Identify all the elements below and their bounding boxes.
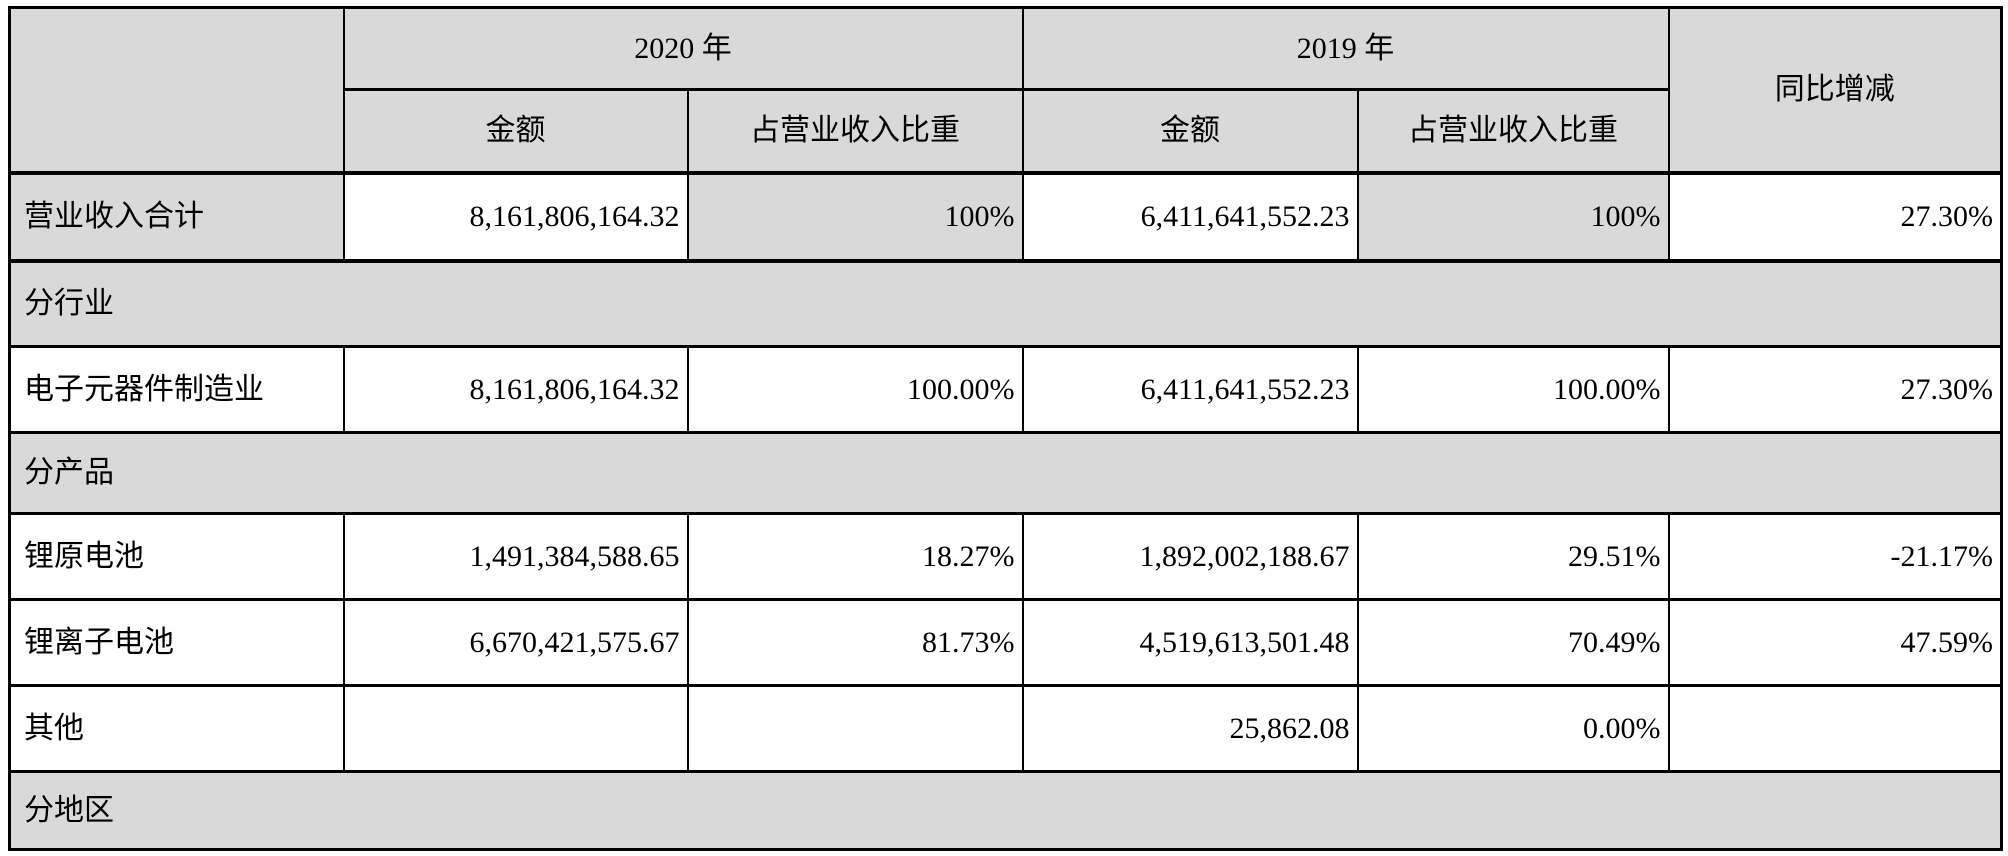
table-row-lithium-ion-battery: 锂离子电池 6,670,421,575.67 81.73% 4,519,613,… xyxy=(8,598,2003,687)
share-2019-cell: 29.51% xyxy=(1356,512,1670,601)
amount-2020-cell: 8,161,806,164.32 xyxy=(342,345,689,434)
amount-2019-cell: 6,411,641,552.23 xyxy=(1021,345,1359,434)
year-2019-header: 2019 年 xyxy=(1021,6,1670,91)
share-2020-cell xyxy=(686,684,1024,773)
share-2020-cell: 100.00% xyxy=(686,345,1024,434)
yoy-cell: 47.59% xyxy=(1667,598,2003,687)
table-row-total-revenue: 营业收入合计 8,161,806,164.32 100% 6,411,641,5… xyxy=(8,171,2003,263)
section-row-by-region: 分地区 xyxy=(8,770,2003,851)
corner-empty-cell xyxy=(8,6,345,175)
yoy-cell: 27.30% xyxy=(1667,345,2003,434)
amount-2020-header: 金额 xyxy=(342,88,689,175)
header-row-metrics: 金额 占营业收入比重 金额 占营业收入比重 xyxy=(10,88,2002,175)
yoy-cell: 27.30% xyxy=(1667,171,2003,263)
section-row-by-industry: 分行业 xyxy=(8,259,2003,348)
yoy-cell xyxy=(1667,684,2003,773)
table-row-electronic-components: 电子元器件制造业 8,161,806,164.32 100.00% 6,411,… xyxy=(8,345,2003,434)
share-2019-cell: 70.49% xyxy=(1356,598,1670,687)
section-label: 分地区 xyxy=(8,770,2003,851)
amount-2019-cell: 4,519,613,501.48 xyxy=(1021,598,1359,687)
share-2019-cell: 100% xyxy=(1356,171,1670,263)
amount-2019-cell: 25,862.08 xyxy=(1021,684,1359,773)
share-2020-cell: 18.27% xyxy=(686,512,1024,601)
yoy-cell: -21.17% xyxy=(1667,512,2003,601)
section-label: 分产品 xyxy=(8,431,2003,515)
row-label: 锂离子电池 xyxy=(8,598,345,687)
share-2020-cell: 81.73% xyxy=(686,598,1024,687)
share-2019-cell: 0.00% xyxy=(1356,684,1670,773)
row-label: 锂原电池 xyxy=(8,512,345,601)
revenue-breakdown-table: 2020 年 2019 年 同比增减 金额 占营业收入比重 金额 占营业收入比重… xyxy=(8,6,2003,851)
year-2020-header: 2020 年 xyxy=(342,6,1024,91)
amount-2019-cell: 6,411,641,552.23 xyxy=(1021,171,1359,263)
share-2019-header: 占营业收入比重 xyxy=(1356,88,1670,175)
amount-2019-header: 金额 xyxy=(1021,88,1359,175)
amount-2019-cell: 1,892,002,188.67 xyxy=(1021,512,1359,601)
amount-2020-cell: 8,161,806,164.32 xyxy=(342,171,689,263)
table-row-lithium-primary-battery: 锂原电池 1,491,384,588.65 18.27% 1,892,002,1… xyxy=(8,512,2003,601)
yoy-change-header: 同比增减 xyxy=(1667,6,2003,175)
share-2020-cell: 100% xyxy=(686,171,1024,263)
amount-2020-cell: 6,670,421,575.67 xyxy=(342,598,689,687)
share-2019-cell: 100.00% xyxy=(1356,345,1670,434)
section-row-by-product: 分产品 xyxy=(8,431,2003,515)
section-label: 分行业 xyxy=(8,259,2003,348)
header-row-years: 2020 年 2019 年 同比增减 xyxy=(8,6,2003,175)
amount-2020-cell xyxy=(342,684,689,773)
share-2020-header: 占营业收入比重 xyxy=(686,88,1024,175)
table-row-other: 其他 25,862.08 0.00% xyxy=(8,684,2003,773)
amount-2020-cell: 1,491,384,588.65 xyxy=(342,512,689,601)
row-label: 其他 xyxy=(8,684,345,773)
row-label: 电子元器件制造业 xyxy=(8,345,345,434)
row-label: 营业收入合计 xyxy=(8,171,345,263)
